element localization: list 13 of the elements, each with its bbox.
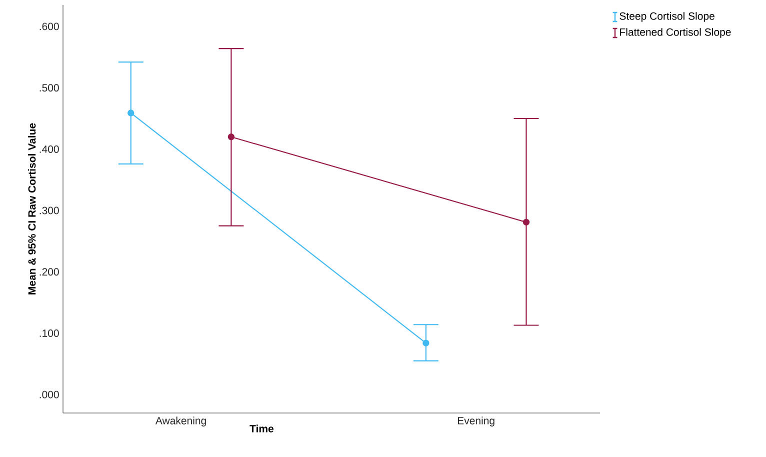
y-tick-label: .400 bbox=[40, 145, 59, 153]
y-tick-label: .100 bbox=[40, 330, 59, 337]
legend-label: Steep Cortisol Slope bbox=[620, 12, 714, 22]
y-tick-label: .500 bbox=[40, 84, 59, 92]
y-tick-label: .600 bbox=[40, 22, 59, 30]
y-axis-title: Mean & 95% CI Raw Cortisol Value bbox=[28, 123, 36, 294]
x-tick-label: Awakening bbox=[155, 416, 206, 426]
y-tick-label: .000 bbox=[40, 390, 59, 398]
x-axis-title: Time bbox=[250, 424, 274, 432]
legend-label: Flattened Cortisol Slope bbox=[620, 28, 731, 38]
x-tick-label: Evening bbox=[458, 416, 494, 426]
y-tick-label: .300 bbox=[40, 206, 59, 214]
y-tick-label: .200 bbox=[40, 268, 59, 276]
